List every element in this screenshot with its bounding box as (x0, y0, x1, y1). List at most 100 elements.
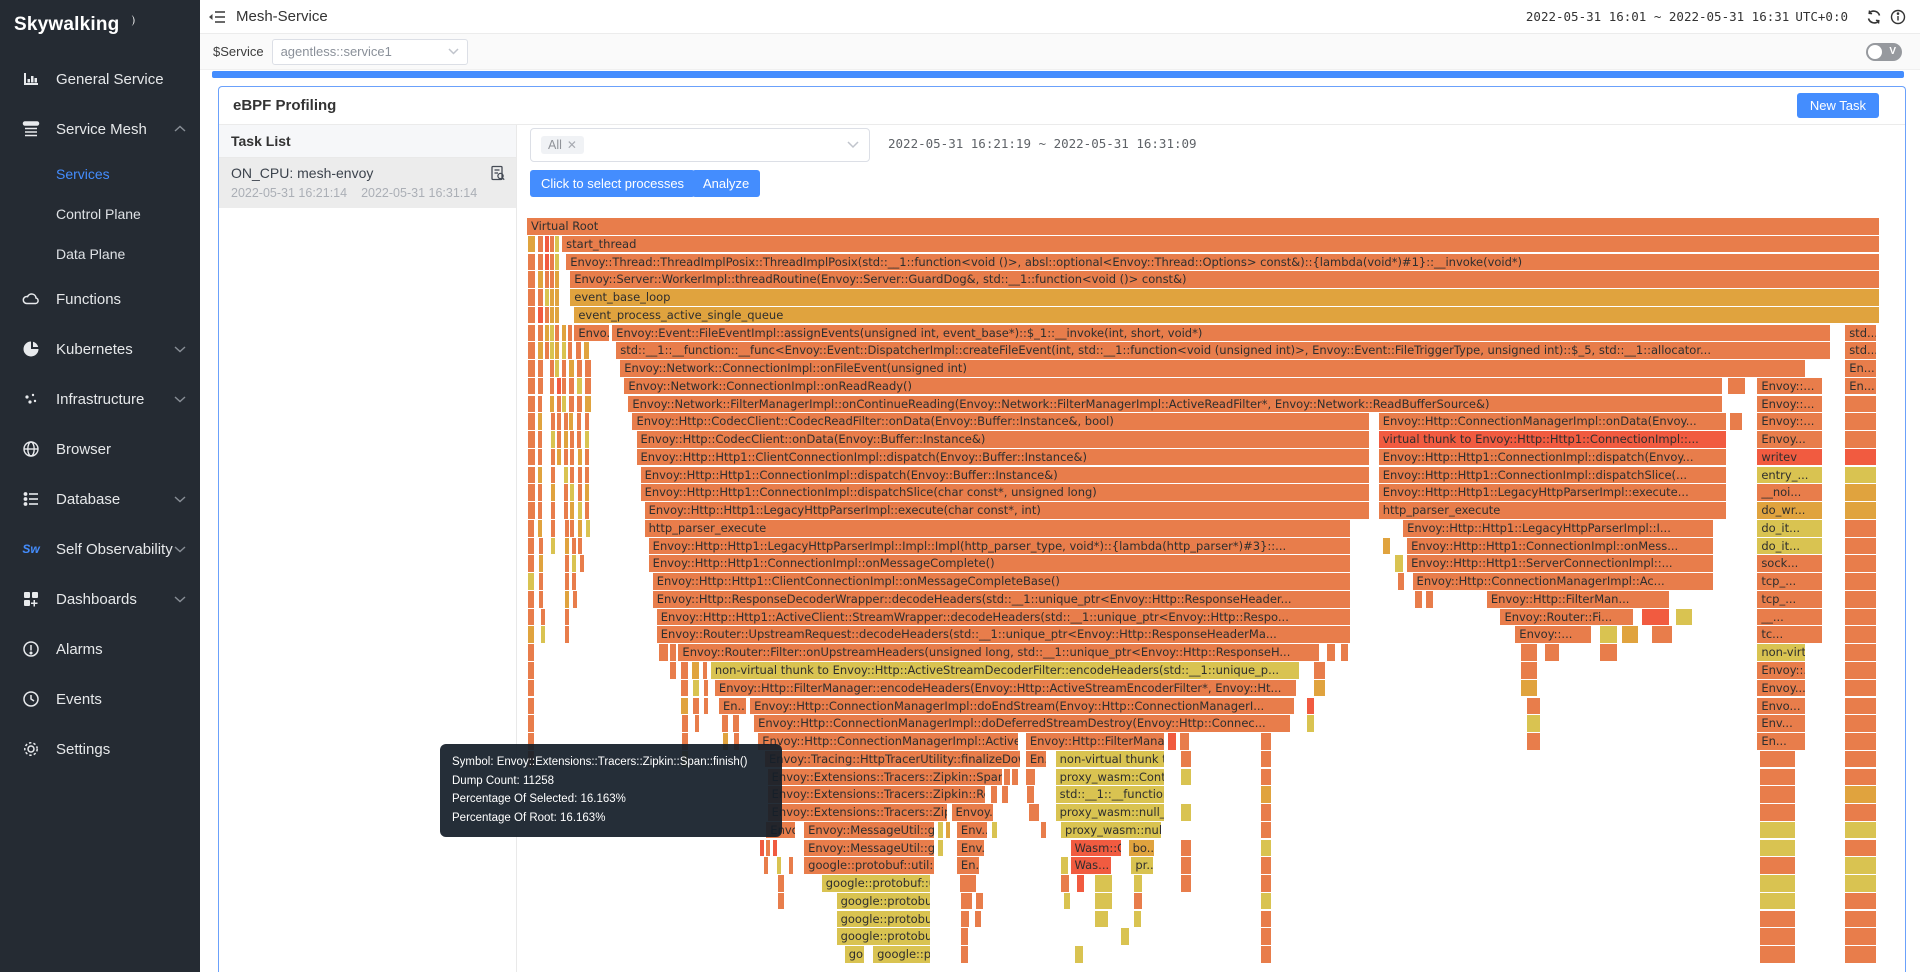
sidebar-item-services[interactable]: Services (0, 154, 200, 194)
flame-block[interactable] (704, 679, 709, 697)
flame-block[interactable] (1261, 768, 1271, 786)
flame-block[interactable] (528, 342, 536, 359)
flame-block[interactable] (1261, 857, 1271, 874)
flame-block[interactable]: start_thread (562, 235, 1879, 253)
flame-block[interactable] (528, 555, 534, 573)
flame-block[interactable] (1845, 910, 1877, 928)
view-toggle[interactable]: V (1866, 42, 1902, 61)
flame-block[interactable] (537, 360, 544, 377)
flame-block[interactable]: Envoy::Http::CodecClient::CodecReadFilte… (632, 413, 1370, 430)
flame-block[interactable] (1340, 644, 1348, 661)
flame-block[interactable] (549, 289, 555, 306)
flame-block[interactable] (1600, 626, 1617, 644)
sidebar-item-events[interactable]: Events (0, 674, 200, 724)
flame-block[interactable]: Envoy::Http::Http1::ConnectionImpl::disp… (1378, 448, 1727, 466)
flame-block[interactable]: En... (1845, 360, 1877, 377)
flame-block[interactable] (1527, 697, 1540, 715)
flame-block[interactable] (670, 662, 676, 679)
flame-block[interactable] (528, 431, 536, 448)
sidebar-item-settings[interactable]: Settings (0, 724, 200, 774)
flame-block[interactable] (568, 413, 573, 430)
flame-block[interactable]: Wasm::C... (1070, 839, 1121, 857)
flame-block[interactable] (537, 519, 542, 537)
flame-block[interactable] (1261, 839, 1271, 857)
flame-block[interactable] (681, 662, 688, 679)
flame-block[interactable] (555, 342, 560, 359)
flame-block[interactable] (578, 466, 583, 484)
flame-block[interactable]: Envoy::Extensions::Tracers::Zipkin::Span… (767, 768, 1002, 786)
flame-block[interactable]: Envoy::Http::ConnectionManagerImpl::Acti… (758, 733, 1018, 750)
flame-block[interactable] (1094, 875, 1113, 892)
flame-block[interactable] (1845, 804, 1877, 821)
flame-block[interactable]: Envo... (574, 324, 610, 342)
flame-block[interactable] (528, 715, 534, 732)
flame-block[interactable] (1760, 804, 1796, 821)
flame-block[interactable] (528, 519, 534, 537)
flame-block[interactable] (1760, 768, 1796, 786)
flame-block[interactable]: Envoy::Http::Http1::LegacyHttpParserImpl… (644, 502, 1370, 519)
flame-block[interactable]: go... (844, 946, 864, 963)
flame-block[interactable] (571, 573, 576, 590)
flame-block[interactable] (564, 573, 569, 590)
flame-block[interactable]: google::protobuf::... (836, 910, 930, 928)
flame-block[interactable]: pr... (1131, 857, 1153, 874)
flame-block[interactable] (1261, 750, 1271, 768)
flame-block[interactable] (537, 235, 544, 253)
flame-block[interactable] (777, 857, 782, 874)
flame-block[interactable]: Envoy::Http::ConnectionManagerImpl::Ac..… (1412, 573, 1713, 590)
flame-block[interactable]: Envoy::Thread::ThreadImplPosix::ThreadIm… (566, 253, 1879, 271)
flame-block[interactable] (1261, 786, 1271, 803)
flame-block[interactable] (960, 910, 970, 928)
flame-block[interactable] (544, 289, 549, 306)
flame-block[interactable] (681, 697, 688, 715)
flame-block[interactable] (1845, 821, 1877, 839)
flame-block[interactable]: Envoy::... (1757, 377, 1823, 395)
flame-block[interactable] (528, 395, 536, 413)
flame-block[interactable] (528, 537, 534, 555)
flame-block[interactable] (528, 484, 536, 501)
flame-block[interactable] (1397, 573, 1405, 590)
flame-block[interactable] (562, 395, 567, 413)
flame-block[interactable] (1134, 910, 1141, 928)
flame-block[interactable] (1181, 839, 1191, 857)
flame-block[interactable] (540, 608, 545, 626)
view-schedules-icon[interactable] (490, 165, 506, 181)
flame-block[interactable]: bo... (1128, 839, 1155, 857)
flame-block[interactable] (528, 662, 534, 679)
flame-block[interactable] (564, 537, 569, 555)
flame-block[interactable] (528, 608, 534, 626)
flame-block[interactable] (563, 466, 568, 484)
flame-block[interactable] (549, 306, 555, 324)
flame-block[interactable] (528, 235, 536, 253)
flame-block[interactable] (577, 395, 583, 413)
flame-block[interactable] (567, 342, 572, 359)
flame-block[interactable] (555, 306, 560, 324)
sidebar-item-dashboards[interactable]: Dashboards (0, 574, 200, 624)
flame-block[interactable]: Envoy::... (1757, 662, 1805, 679)
flame-block[interactable] (1600, 644, 1617, 661)
flame-block[interactable] (1001, 786, 1009, 803)
flame-block[interactable] (1527, 733, 1540, 750)
flame-block[interactable] (585, 377, 591, 395)
flame-block[interactable] (562, 377, 567, 395)
flame-block[interactable] (568, 377, 575, 395)
flame-block[interactable] (1181, 875, 1191, 892)
flame-block[interactable] (1134, 892, 1143, 910)
flame-block[interactable]: Envoy::MessageUtil::getJ... (804, 839, 934, 857)
flame-block[interactable] (1307, 697, 1314, 715)
flame-block[interactable] (1180, 733, 1190, 750)
flame-block[interactable] (528, 644, 534, 661)
flame-block[interactable] (539, 590, 544, 608)
flame-block[interactable] (1061, 857, 1068, 874)
flame-block[interactable]: Env... (1757, 715, 1805, 732)
flame-block[interactable] (1181, 804, 1191, 821)
flame-block[interactable] (1094, 910, 1109, 928)
flame-block[interactable] (1040, 821, 1047, 839)
flame-block[interactable]: proxy_wasm::null_... (1061, 821, 1162, 839)
flame-block[interactable]: event_base_loop (570, 289, 1879, 306)
flame-block[interactable] (975, 892, 983, 910)
flame-block[interactable] (1394, 555, 1404, 573)
task-list-item[interactable]: ON_CPU: mesh-envoy 2022-05-31 16:21:14 20… (219, 158, 516, 208)
sidebar-item-data-plane[interactable]: Data Plane (0, 234, 200, 274)
flame-block[interactable]: writev (1757, 448, 1823, 466)
